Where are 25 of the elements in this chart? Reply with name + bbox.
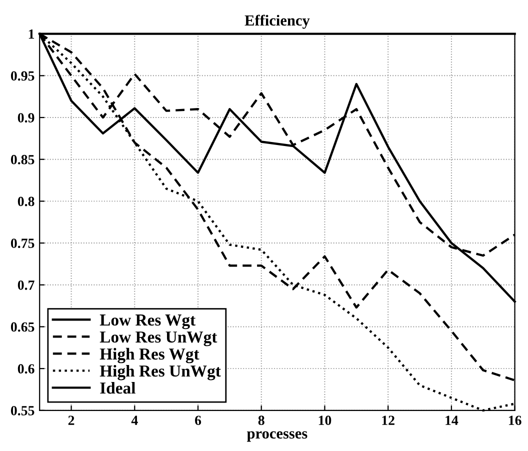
y-tick-label: 0.9: [18, 113, 34, 123]
y-tick-label: 0.85: [10, 154, 34, 164]
x-tick-label: 12: [382, 416, 394, 425]
x-tick-label: 14: [446, 416, 458, 425]
y-tick-label: 0.55: [10, 406, 34, 416]
x-tick-label: 4: [131, 416, 138, 425]
x-axis-title: processes: [246, 431, 308, 442]
legend-label: Low Res Wgt: [100, 314, 196, 330]
y-tick-label: 0.7: [18, 280, 34, 290]
x-tick-label: 2: [68, 416, 74, 425]
x-tick-label: 16: [508, 416, 522, 426]
y-tick-label: 0.65: [10, 322, 34, 332]
x-tick-label: 8: [258, 416, 264, 426]
chart-title: Efficiency: [244, 14, 310, 29]
y-tick-label: 1: [28, 29, 34, 39]
x-tick-label: 10: [318, 416, 332, 426]
legend-label: High Res Wgt: [100, 348, 200, 364]
y-tick-label: 0.95: [10, 71, 34, 81]
x-tick-label: 6: [195, 416, 202, 426]
legend-label: Low Res UnWgt: [100, 332, 218, 346]
y-tick-label: 0.75: [10, 238, 34, 248]
y-tick-label: 0.6: [18, 364, 34, 374]
y-tick-label: 0.8: [18, 196, 34, 206]
legend-label: Ideal: [100, 382, 136, 394]
legend-label: High Res UnWgt: [100, 364, 221, 380]
